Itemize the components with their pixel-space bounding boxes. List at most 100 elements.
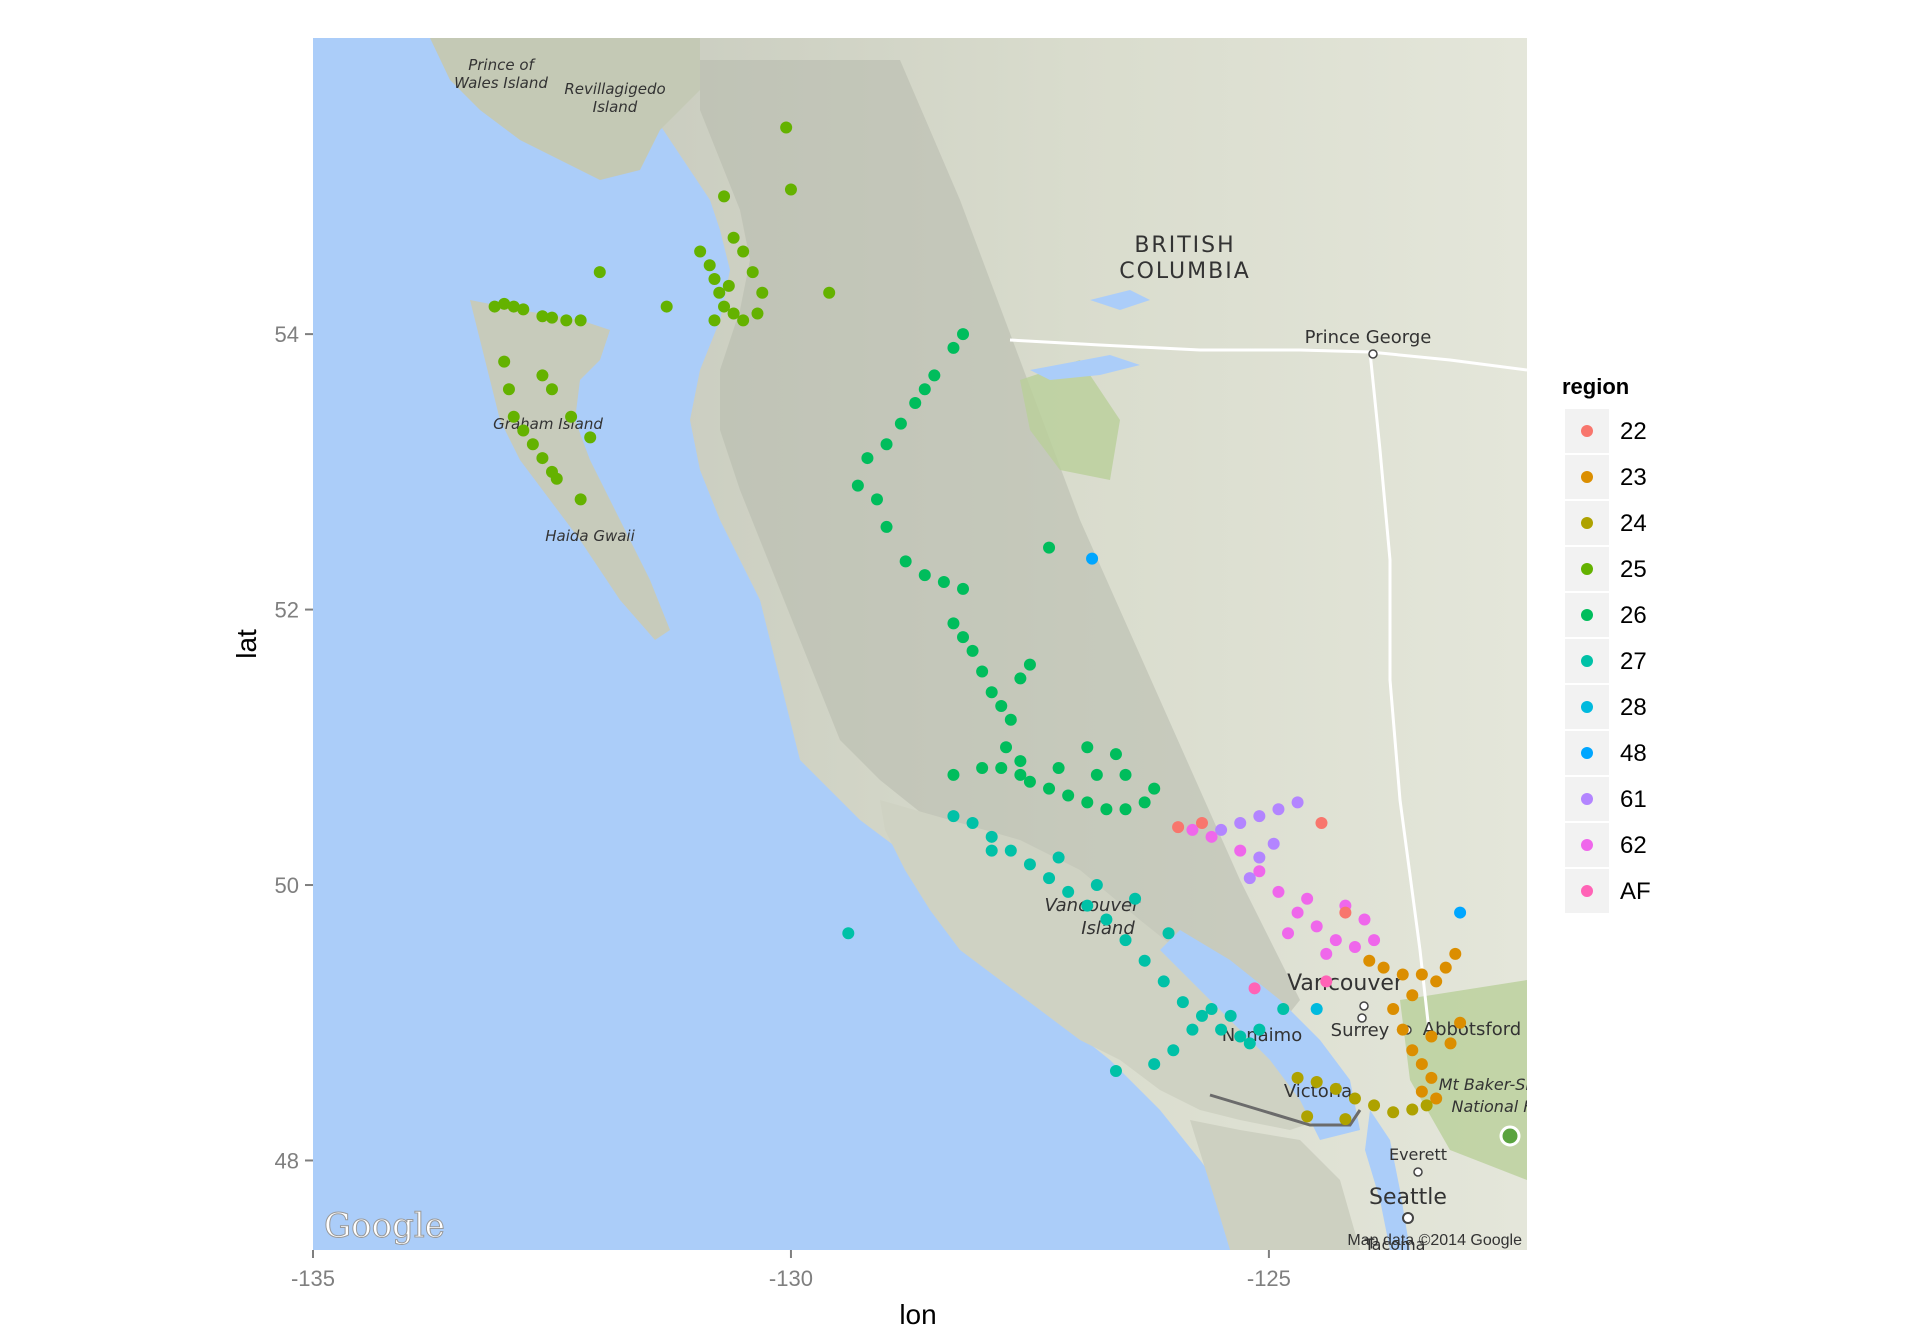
label-british-columbia-2: COLUMBIA	[1119, 259, 1251, 284]
data-point-region-25	[737, 314, 750, 327]
data-point-region-23	[1363, 954, 1376, 967]
legend-label: AF	[1620, 878, 1651, 905]
data-point-region-25	[660, 300, 673, 313]
data-point-region-26	[1023, 658, 1036, 671]
data-point-region-23	[1430, 1092, 1443, 1105]
data-point-region-25	[751, 307, 764, 320]
x-tick-label: -135	[291, 1266, 335, 1291]
data-point-region-26	[861, 452, 874, 465]
data-point-region-26	[1090, 768, 1103, 781]
data-point-region-24	[1339, 1113, 1352, 1126]
data-point-region-26	[870, 493, 883, 506]
data-point-region-25	[507, 300, 520, 313]
data-point-region-27	[1162, 927, 1175, 940]
data-point-region-23	[1425, 1030, 1438, 1043]
data-point-region-25	[737, 245, 750, 258]
legend-label: 24	[1620, 510, 1647, 537]
data-point-region-25	[502, 383, 515, 396]
legend-swatch	[1581, 793, 1593, 805]
y-tick-label: 52	[275, 598, 299, 623]
legend-label: 28	[1620, 694, 1647, 721]
data-point-region-24	[1301, 1110, 1314, 1123]
label-abbotsford: Abbotsford	[1423, 1019, 1521, 1040]
data-point-region-26	[947, 768, 960, 781]
data-point-region-af	[1320, 975, 1333, 988]
data-point-region-23	[1430, 975, 1443, 988]
data-point-region-23	[1396, 968, 1409, 981]
data-point-region-61	[1215, 823, 1228, 836]
data-point-region-62	[1301, 892, 1314, 905]
data-point-region-61	[1253, 851, 1266, 864]
data-point-region-26	[957, 631, 970, 644]
data-point-region-25	[593, 266, 606, 279]
data-point-region-23	[1406, 1044, 1419, 1057]
data-point-region-26	[1014, 755, 1027, 768]
data-point-region-27	[842, 927, 855, 940]
legend-swatch	[1581, 885, 1593, 897]
data-point-region-26	[995, 699, 1008, 712]
data-point-region-25	[703, 259, 716, 272]
data-point-region-23	[1425, 1071, 1438, 1084]
data-point-region-26	[947, 617, 960, 630]
legend-swatch	[1581, 517, 1593, 529]
data-point-region-26	[1081, 796, 1094, 809]
data-point-region-62	[1253, 865, 1266, 878]
data-point-region-27	[1090, 879, 1103, 892]
legend-swatch	[1581, 747, 1593, 759]
legend-label: 25	[1620, 556, 1647, 583]
label-everett: Everett	[1389, 1145, 1447, 1164]
data-point-region-26	[1119, 768, 1132, 781]
legend-swatch	[1581, 655, 1593, 667]
label-haida-gwaii: Haida Gwaii	[545, 527, 635, 545]
city-dot-icon	[1402, 1212, 1414, 1224]
label-british-columbia-1: BRITISH	[1134, 233, 1235, 258]
data-point-region-26	[1014, 768, 1027, 781]
data-point-region-24	[1406, 1103, 1419, 1116]
data-point-region-27	[1176, 996, 1189, 1009]
label-seattle: Seattle	[1369, 1185, 1447, 1210]
label-surrey: Surrey	[1331, 1020, 1390, 1041]
data-point-region-23	[1406, 989, 1419, 1002]
data-point-region-27	[1277, 1002, 1290, 1015]
data-point-region-25	[545, 311, 558, 324]
data-point-region-27	[1052, 851, 1065, 864]
label-prince-of-wales-2: Wales Island	[454, 74, 548, 92]
legend-label: 27	[1620, 648, 1647, 675]
data-point-region-26	[928, 369, 941, 382]
data-point-region-25	[784, 183, 797, 196]
data-point-region-62	[1358, 913, 1371, 926]
puget-sound	[1365, 1110, 1410, 1250]
data-point-region-27	[1081, 899, 1094, 912]
data-point-region-26	[851, 479, 864, 492]
data-point-region-62	[1368, 934, 1381, 947]
data-point-region-27	[1186, 1023, 1199, 1036]
data-point-region-25	[727, 231, 740, 244]
data-point-region-25	[565, 410, 578, 423]
data-point-region-27	[1167, 1044, 1180, 1057]
olympic-peninsula	[1190, 1120, 1360, 1250]
data-point-region-25	[694, 245, 707, 258]
data-point-region-24	[1387, 1106, 1400, 1119]
data-point-region-26	[1023, 775, 1036, 788]
label-mt-baker-2: National F	[1452, 1097, 1534, 1116]
data-point-region-25	[550, 472, 563, 485]
data-point-region-27	[1129, 892, 1142, 905]
data-point-region-26	[957, 582, 970, 595]
lake	[1090, 290, 1150, 310]
data-point-region-25	[517, 303, 530, 316]
data-point-region-26	[957, 328, 970, 341]
x-tick-label: -125	[1247, 1266, 1291, 1291]
data-point-region-25	[507, 410, 520, 423]
data-point-region-27	[1148, 1058, 1161, 1071]
data-point-region-25	[722, 279, 735, 292]
data-point-region-25	[545, 383, 558, 396]
data-point-region-28	[1310, 1002, 1323, 1015]
data-point-region-27	[1215, 1023, 1228, 1036]
data-point-region-25	[727, 307, 740, 320]
data-point-region-62	[1310, 920, 1323, 933]
map-labels: Prince of Wales Island Revillagigedo Isl…	[324, 56, 1534, 1250]
data-point-region-25	[488, 300, 501, 313]
data-point-region-23	[1415, 1058, 1428, 1071]
data-point-region-62	[1320, 947, 1333, 960]
data-point-region-62	[1186, 823, 1199, 836]
